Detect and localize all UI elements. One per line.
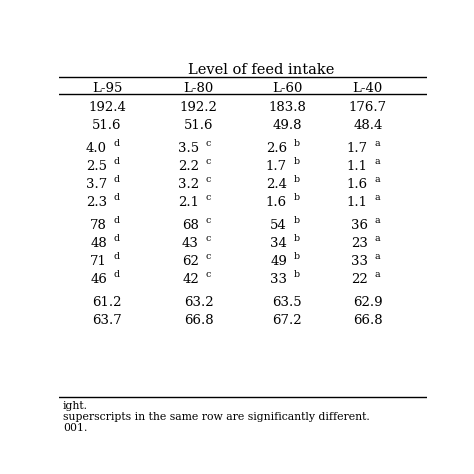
Text: 78: 78 (90, 219, 107, 232)
Text: b: b (293, 270, 300, 279)
Text: c: c (205, 216, 210, 225)
Text: 48.4: 48.4 (353, 118, 383, 132)
Text: 3.7: 3.7 (86, 178, 107, 191)
Text: b: b (293, 252, 300, 261)
Text: 192.2: 192.2 (180, 101, 218, 114)
Text: 66.8: 66.8 (353, 314, 383, 327)
Text: 1.6: 1.6 (346, 178, 368, 191)
Text: 51.6: 51.6 (92, 118, 122, 132)
Text: 1.1: 1.1 (347, 196, 368, 209)
Text: c: c (205, 139, 210, 148)
Text: 2.6: 2.6 (266, 142, 287, 155)
Text: 2.2: 2.2 (178, 160, 199, 173)
Text: 46: 46 (90, 273, 107, 286)
Text: 22: 22 (351, 273, 368, 286)
Text: 183.8: 183.8 (268, 101, 306, 114)
Text: 36: 36 (351, 219, 368, 232)
Text: 61.2: 61.2 (92, 296, 122, 309)
Text: d: d (113, 216, 119, 225)
Text: d: d (113, 139, 119, 148)
Text: 67.2: 67.2 (272, 314, 302, 327)
Text: b: b (293, 157, 300, 166)
Text: a: a (374, 139, 380, 148)
Text: 23: 23 (351, 237, 368, 250)
Text: b: b (293, 193, 300, 202)
Text: 1.7: 1.7 (346, 142, 368, 155)
Text: a: a (374, 252, 380, 261)
Text: 3.2: 3.2 (178, 178, 199, 191)
Text: 4.0: 4.0 (86, 142, 107, 155)
Text: d: d (113, 175, 119, 184)
Text: ight.: ight. (63, 401, 88, 411)
Text: 2.4: 2.4 (266, 178, 287, 191)
Text: 33: 33 (270, 273, 287, 286)
Text: L-80: L-80 (184, 82, 214, 95)
Text: Level of feed intake: Level of feed intake (188, 63, 335, 77)
Text: 66.8: 66.8 (184, 314, 214, 327)
Text: 2.1: 2.1 (178, 196, 199, 209)
Text: L-95: L-95 (92, 82, 122, 95)
Text: a: a (374, 270, 380, 279)
Text: 51.6: 51.6 (184, 118, 214, 132)
Text: b: b (293, 216, 300, 225)
Text: 33: 33 (351, 255, 368, 268)
Text: c: c (205, 252, 210, 261)
Text: 63.2: 63.2 (184, 296, 214, 309)
Text: a: a (374, 175, 380, 184)
Text: b: b (293, 139, 300, 148)
Text: 1.1: 1.1 (347, 160, 368, 173)
Text: 68: 68 (182, 219, 199, 232)
Text: c: c (205, 175, 210, 184)
Text: 34: 34 (270, 237, 287, 250)
Text: 62.9: 62.9 (353, 296, 383, 309)
Text: c: c (205, 157, 210, 166)
Text: 63.5: 63.5 (272, 296, 302, 309)
Text: L-60: L-60 (272, 82, 302, 95)
Text: a: a (374, 193, 380, 202)
Text: 176.7: 176.7 (349, 101, 387, 114)
Text: 001.: 001. (63, 423, 87, 433)
Text: 2.3: 2.3 (86, 196, 107, 209)
Text: 1.6: 1.6 (266, 196, 287, 209)
Text: c: c (205, 193, 210, 202)
Text: 3.5: 3.5 (178, 142, 199, 155)
Text: 54: 54 (270, 219, 287, 232)
Text: 49.8: 49.8 (272, 118, 302, 132)
Text: 48: 48 (90, 237, 107, 250)
Text: d: d (113, 234, 119, 243)
Text: a: a (374, 157, 380, 166)
Text: b: b (293, 175, 300, 184)
Text: d: d (113, 252, 119, 261)
Text: 71: 71 (90, 255, 107, 268)
Text: a: a (374, 234, 380, 243)
Text: 1.7: 1.7 (266, 160, 287, 173)
Text: c: c (205, 234, 210, 243)
Text: c: c (205, 270, 210, 279)
Text: d: d (113, 193, 119, 202)
Text: b: b (293, 234, 300, 243)
Text: 2.5: 2.5 (86, 160, 107, 173)
Text: d: d (113, 270, 119, 279)
Text: 42: 42 (182, 273, 199, 286)
Text: superscripts in the same row are significantly different.: superscripts in the same row are signifi… (63, 412, 370, 422)
Text: 49: 49 (270, 255, 287, 268)
Text: 62: 62 (182, 255, 199, 268)
Text: 63.7: 63.7 (92, 314, 122, 327)
Text: 43: 43 (182, 237, 199, 250)
Text: 192.4: 192.4 (88, 101, 126, 114)
Text: L-40: L-40 (353, 82, 383, 95)
Text: a: a (374, 216, 380, 225)
Text: d: d (113, 157, 119, 166)
